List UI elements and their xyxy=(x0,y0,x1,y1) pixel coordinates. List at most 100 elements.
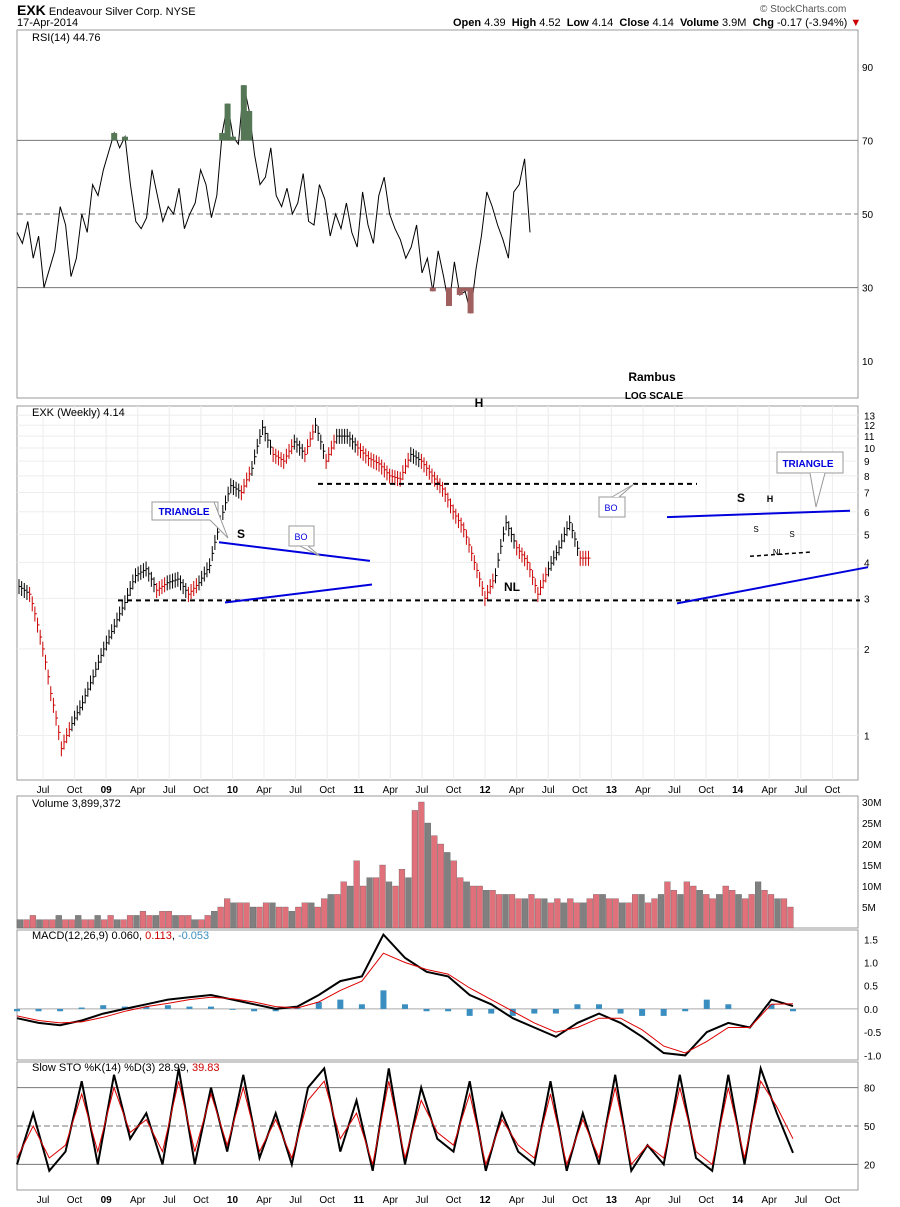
rsi-overbought-fill xyxy=(224,103,231,141)
triangle-right-bottom xyxy=(676,566,869,605)
price-ytick: 13 xyxy=(864,411,876,422)
price-x-tick: Oct xyxy=(698,785,714,796)
volume-bar xyxy=(470,885,477,929)
sto-x-tick: Apr xyxy=(383,1195,399,1206)
volume-bar xyxy=(224,898,231,929)
volume-bar xyxy=(489,890,496,929)
sto-x-tick: Apr xyxy=(256,1195,272,1206)
price-x-tick: 12 xyxy=(480,785,492,796)
macd-legend: MACD(12,26,9) 0.060, 0.113, -0.053 xyxy=(32,930,209,942)
macd-hist-bar xyxy=(445,1008,452,1012)
price-x-tick: Oct xyxy=(446,785,462,796)
volume-bar xyxy=(36,919,43,929)
macd-legend-sep-2: , xyxy=(172,930,178,942)
volume-bar xyxy=(204,915,211,929)
volume-bar xyxy=(256,906,263,929)
sto-x-tick: 11 xyxy=(353,1195,364,1206)
rsi-oversold-fill xyxy=(456,287,463,295)
macd-hist-bar xyxy=(639,1008,646,1016)
volume-bar xyxy=(366,877,373,929)
macd-hist-bar xyxy=(78,1007,85,1009)
price-x-tick: Apr xyxy=(383,785,399,796)
macd-signal-line xyxy=(16,952,794,1054)
price-x-tick: 09 xyxy=(101,785,113,796)
volume-bar xyxy=(340,881,347,929)
volume-bar xyxy=(178,915,185,929)
volume-bar xyxy=(321,898,328,929)
volume-bar xyxy=(748,894,755,929)
macd-hist-bar xyxy=(768,1004,775,1009)
volume-bar xyxy=(670,890,677,929)
volume-bar xyxy=(612,898,619,929)
volume-bar xyxy=(334,894,341,929)
price-ytick: 1 xyxy=(864,731,870,742)
volume-bar xyxy=(586,898,593,929)
price-ytick: 10 xyxy=(864,444,876,455)
volume-bar xyxy=(379,864,386,929)
macd-hist-bar xyxy=(272,1008,279,1012)
price-x-tick: 14 xyxy=(732,785,744,796)
chg-label: Chg xyxy=(752,17,774,29)
volume-bar xyxy=(664,881,671,929)
macd-hist-bar xyxy=(35,1008,42,1012)
volume-bar xyxy=(450,860,457,929)
sto-x-tick: 13 xyxy=(606,1195,618,1206)
macd-hist-bar xyxy=(315,1001,322,1009)
sto-x-tick: Oct xyxy=(446,1195,462,1206)
volume-bar xyxy=(729,890,736,929)
rsi-oversold-fill xyxy=(446,287,452,306)
volume-bar xyxy=(631,894,639,929)
volume-bar xyxy=(716,894,723,929)
volume-bar xyxy=(606,898,613,929)
volume-bar xyxy=(761,890,768,929)
price-legend: EXK (Weekly) 4.14 xyxy=(32,407,125,419)
volume-bar xyxy=(113,919,121,929)
sto-d-line xyxy=(16,1079,794,1167)
volume-bar xyxy=(787,906,794,929)
macd-ytick: -1.0 xyxy=(864,1051,882,1062)
volume-bar xyxy=(495,894,503,929)
price-x-tick: Jul xyxy=(289,785,302,796)
open-label: Open xyxy=(453,17,482,29)
volume-bar xyxy=(282,906,289,929)
volume-bar xyxy=(198,919,205,929)
volume-bar xyxy=(327,894,334,929)
volume-bar xyxy=(703,894,710,929)
volume-bar xyxy=(101,919,108,929)
volume-bar xyxy=(690,885,697,929)
vol-ytick: 30M xyxy=(862,798,881,809)
volume-bar xyxy=(677,894,684,929)
price-ytick: 12 xyxy=(864,421,876,432)
sto-x-tick: Jul xyxy=(416,1195,429,1206)
volume-bar xyxy=(767,894,775,929)
sto-x-tick: 14 xyxy=(732,1195,744,1206)
macd-ytick: 1.0 xyxy=(864,959,878,970)
vol-ytick: 25M xyxy=(862,819,881,830)
triangle-right-label: TRIANGLE xyxy=(782,459,833,470)
price-x-tick: Oct xyxy=(572,785,588,796)
macd-hist-bar xyxy=(703,999,710,1009)
bo-left-label: BO xyxy=(294,532,307,542)
volume-bar xyxy=(275,906,283,929)
volume-bar xyxy=(398,869,406,929)
triangle-left-label: TRIANGLE xyxy=(158,507,209,518)
annotation-bo-left: BO xyxy=(288,525,321,557)
macd-hist-bar xyxy=(57,1008,64,1012)
volume-bar xyxy=(126,915,134,929)
macd-ytick: 1.5 xyxy=(864,935,878,946)
price-ytick: 11 xyxy=(864,432,875,443)
price-x-tick: Apr xyxy=(635,785,651,796)
volume-bar xyxy=(249,906,257,929)
rsi-panel: 90 70 50 30 10 xyxy=(16,63,874,368)
volume-bar xyxy=(269,902,276,929)
sto-x-tick: Oct xyxy=(319,1195,335,1206)
macd-legend-hist: -0.053 xyxy=(178,930,209,942)
price-ytick: 2 xyxy=(864,645,870,656)
volume-bar xyxy=(81,919,88,929)
sto-legend-d: 39.83 xyxy=(192,1062,220,1074)
volume-bar xyxy=(29,915,36,929)
price-x-tick: 13 xyxy=(606,785,618,796)
volume-bar xyxy=(580,902,587,929)
sto-x-tick: Jul xyxy=(542,1195,555,1206)
volume-bar xyxy=(567,898,574,929)
